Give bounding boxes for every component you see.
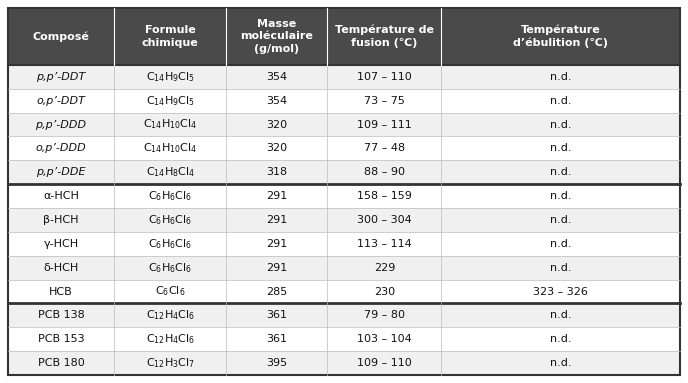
Text: PCB 138: PCB 138 [38, 310, 85, 320]
Text: C$_{14}$H$_{10}$Cl$_4$: C$_{14}$H$_{10}$Cl$_4$ [143, 118, 197, 131]
Text: C$_6$H$_6$Cl$_6$: C$_6$H$_6$Cl$_6$ [148, 261, 193, 275]
Text: C$_{12}$H$_4$Cl$_6$: C$_{12}$H$_4$Cl$_6$ [146, 332, 195, 346]
Text: C$_{14}$H$_9$Cl$_5$: C$_{14}$H$_9$Cl$_5$ [146, 94, 195, 108]
Text: 103 – 104: 103 – 104 [357, 334, 411, 344]
Bar [8, 160, 680, 184]
Text: n.d.: n.d. [550, 167, 572, 177]
Text: Masse
moléculaire
(g/mol): Masse moléculaire (g/mol) [240, 19, 313, 54]
Text: p,p’-DDE: p,p’-DDE [36, 167, 86, 177]
Text: C$_{14}$H$_9$Cl$_5$: C$_{14}$H$_9$Cl$_5$ [146, 70, 195, 84]
Text: C$_{12}$H$_3$Cl$_7$: C$_{12}$H$_3$Cl$_7$ [146, 356, 195, 370]
Text: 229: 229 [374, 263, 395, 273]
Text: 285: 285 [266, 286, 288, 296]
Bar [8, 113, 680, 136]
Text: 77 – 48: 77 – 48 [364, 143, 405, 153]
Text: C$_6$H$_6$Cl$_6$: C$_6$H$_6$Cl$_6$ [148, 189, 193, 203]
Bar [8, 184, 680, 208]
Text: 230: 230 [374, 286, 395, 296]
Text: δ-HCH: δ-HCH [43, 263, 78, 273]
Text: 361: 361 [266, 310, 288, 320]
Text: n.d.: n.d. [550, 96, 572, 106]
Bar [8, 303, 680, 327]
Text: 73 – 75: 73 – 75 [364, 96, 405, 106]
Text: n.d.: n.d. [550, 143, 572, 153]
Text: 354: 354 [266, 96, 288, 106]
Text: HCB: HCB [50, 286, 73, 296]
Text: n.d.: n.d. [550, 310, 572, 320]
Text: 395: 395 [266, 358, 288, 368]
Text: β-HCH: β-HCH [43, 215, 79, 225]
Text: PCB 180: PCB 180 [38, 358, 85, 368]
Text: PCB 153: PCB 153 [38, 334, 85, 344]
Bar [8, 89, 680, 113]
Text: 354: 354 [266, 72, 288, 82]
Text: C$_6$H$_6$Cl$_6$: C$_6$H$_6$Cl$_6$ [148, 213, 193, 227]
Text: 323 – 326: 323 – 326 [533, 286, 588, 296]
Text: 320: 320 [266, 119, 288, 129]
Text: n.d.: n.d. [550, 119, 572, 129]
Text: 158 – 159: 158 – 159 [357, 191, 411, 201]
Text: 88 – 90: 88 – 90 [364, 167, 405, 177]
Text: Température
d’ébulition (℃): Température d’ébulition (℃) [513, 25, 608, 48]
Bar [8, 8, 680, 65]
Text: 361: 361 [266, 334, 288, 344]
Text: n.d.: n.d. [550, 263, 572, 273]
Bar [8, 327, 680, 351]
Bar [8, 256, 680, 280]
Text: C$_6$Cl$_6$: C$_6$Cl$_6$ [155, 285, 186, 298]
Text: Composé: Composé [32, 31, 89, 42]
Bar [8, 136, 680, 160]
Text: 291: 291 [266, 191, 288, 201]
Text: 109 – 111: 109 – 111 [357, 119, 411, 129]
Bar [8, 65, 680, 89]
Text: p,p’-DDD: p,p’-DDD [36, 119, 87, 129]
Text: 320: 320 [266, 143, 288, 153]
Bar [8, 208, 680, 232]
Bar [8, 351, 680, 375]
Text: n.d.: n.d. [550, 191, 572, 201]
Text: C$_6$H$_6$Cl$_6$: C$_6$H$_6$Cl$_6$ [148, 237, 193, 251]
Text: 79 – 80: 79 – 80 [364, 310, 405, 320]
Text: C$_{12}$H$_4$Cl$_6$: C$_{12}$H$_4$Cl$_6$ [146, 308, 195, 322]
Text: o,p’-DDD: o,p’-DDD [36, 143, 87, 153]
Text: 109 – 110: 109 – 110 [357, 358, 411, 368]
Bar [8, 280, 680, 303]
Text: Formule
chimique: Formule chimique [142, 25, 199, 47]
Text: γ-HCH: γ-HCH [43, 239, 78, 249]
Text: 113 – 114: 113 – 114 [357, 239, 411, 249]
Bar [8, 232, 680, 256]
Text: 291: 291 [266, 263, 288, 273]
Text: p,p’-DDT: p,p’-DDT [36, 72, 86, 82]
Text: n.d.: n.d. [550, 334, 572, 344]
Text: n.d.: n.d. [550, 72, 572, 82]
Text: n.d.: n.d. [550, 239, 572, 249]
Text: 291: 291 [266, 239, 288, 249]
Text: o,p’-DDT: o,p’-DDT [36, 96, 85, 106]
Text: 107 – 110: 107 – 110 [357, 72, 411, 82]
Text: α-HCH: α-HCH [43, 191, 79, 201]
Text: C$_{14}$H$_8$Cl$_4$: C$_{14}$H$_8$Cl$_4$ [146, 165, 195, 179]
Text: Température de
fusion (℃): Température de fusion (℃) [335, 25, 434, 48]
Text: n.d.: n.d. [550, 215, 572, 225]
Text: 300 – 304: 300 – 304 [357, 215, 411, 225]
Text: n.d.: n.d. [550, 358, 572, 368]
Text: 291: 291 [266, 215, 288, 225]
Text: C$_{14}$H$_{10}$Cl$_4$: C$_{14}$H$_{10}$Cl$_4$ [143, 141, 197, 155]
Text: 318: 318 [266, 167, 288, 177]
